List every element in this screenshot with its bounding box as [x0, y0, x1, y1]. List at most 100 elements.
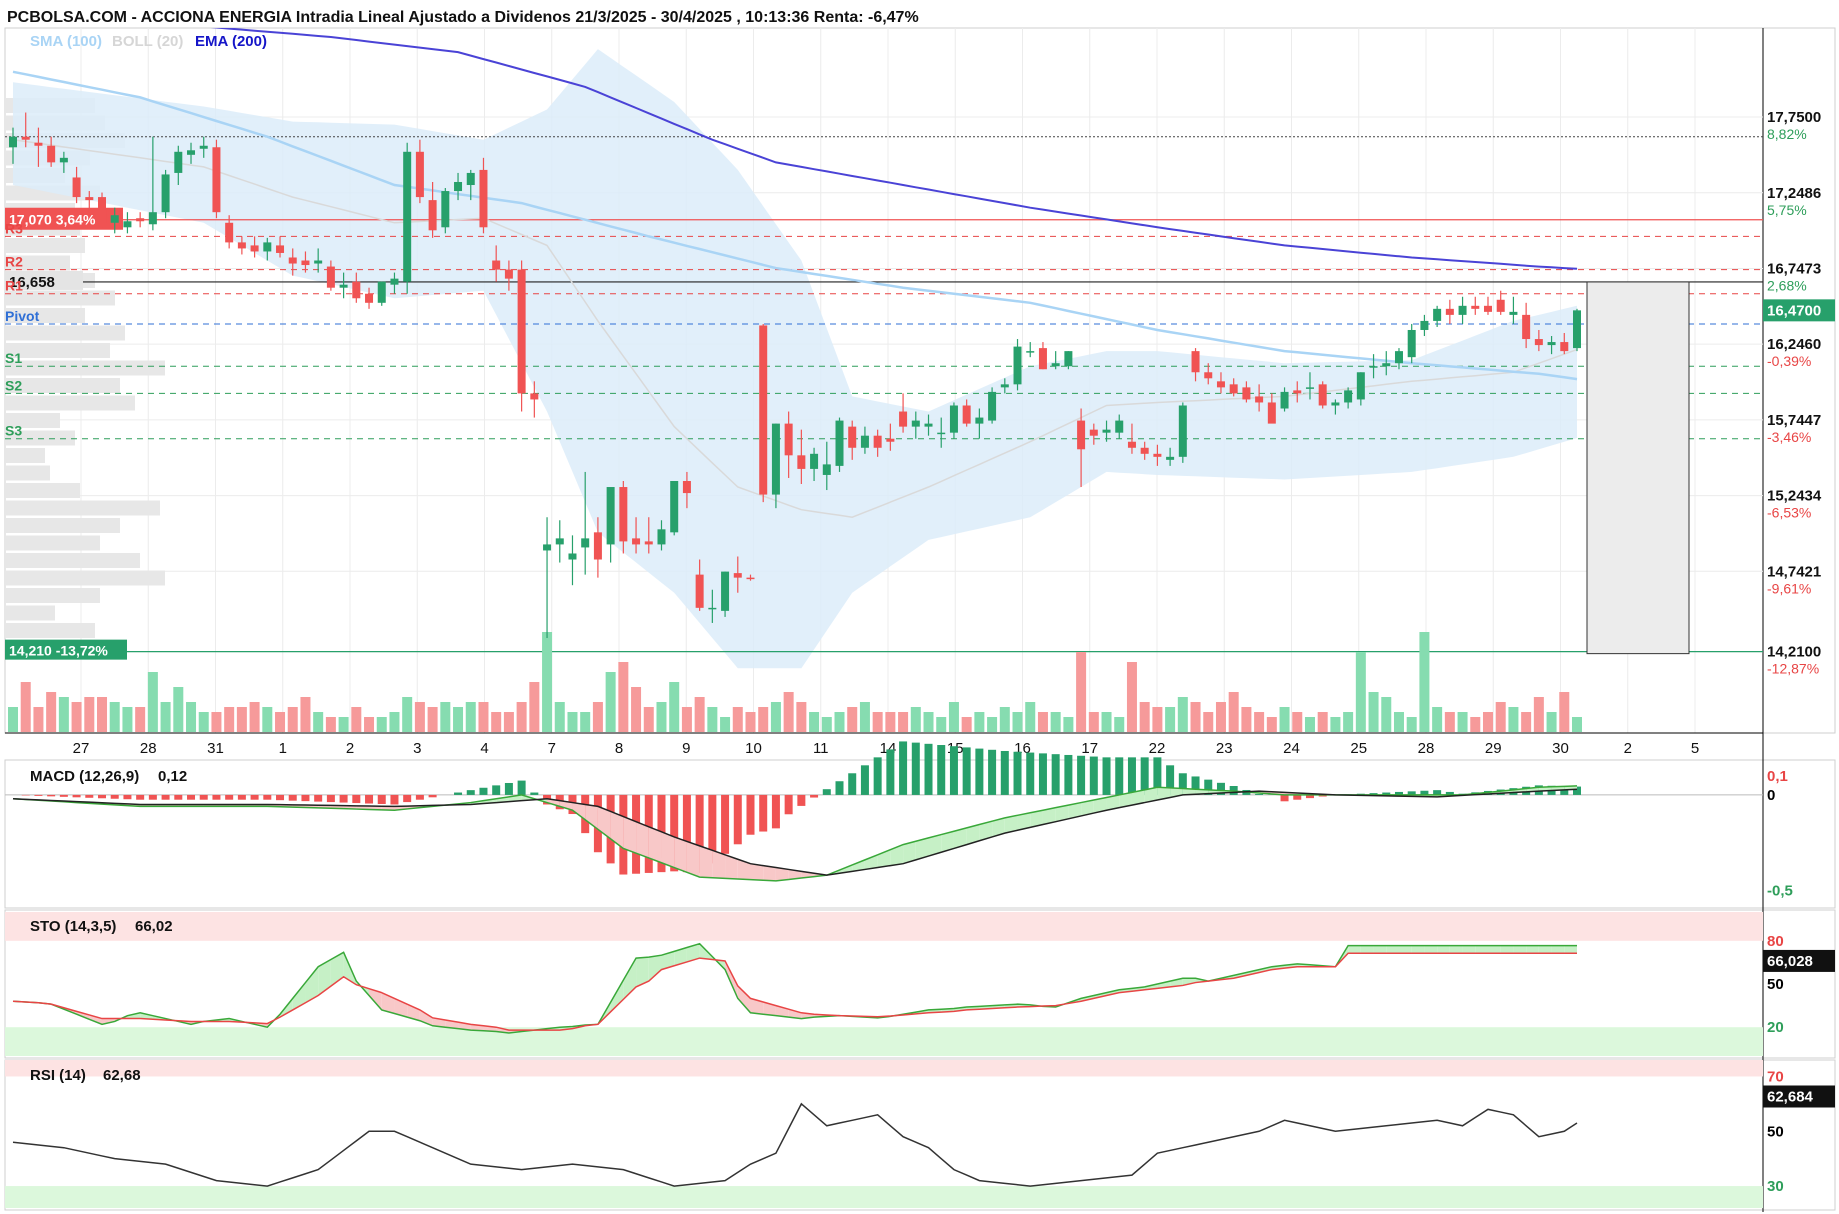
macd-fill	[1093, 797, 1107, 814]
macd-hist-bar	[225, 794, 234, 800]
volume-bar	[1050, 712, 1061, 732]
macd-hist-bar	[504, 782, 513, 795]
macd-hist-bar	[682, 794, 691, 873]
volume-profile-bar	[5, 430, 75, 446]
pivot-levels: 17,070 3,64% 16,658 14,210 -13,72% R3 R2 R1 Pi…	[5, 136, 1835, 660]
y-tick-pct: 8,82%	[1767, 126, 1807, 142]
macd-hist-bar	[1026, 752, 1035, 795]
macd-fill	[1081, 800, 1094, 816]
volume-bar	[160, 702, 171, 732]
volume-bar	[974, 712, 985, 732]
macd-hist-bar	[988, 749, 997, 795]
macd-fill	[763, 865, 776, 881]
volume-bar	[809, 712, 820, 732]
sto-fill	[686, 943, 700, 962]
volume-profile-bar	[5, 378, 120, 393]
candle-body	[784, 423, 793, 456]
y-tick-pct: 5,75%	[1767, 202, 1807, 218]
level-label-s1: S1	[5, 350, 22, 366]
sto-tick: 20	[1767, 1019, 1784, 1036]
macd-hist-bar	[1573, 786, 1581, 795]
macd-hist-bar	[1051, 754, 1060, 795]
volume-bar	[1292, 712, 1303, 732]
candle-body	[174, 151, 183, 173]
macd-hist-bar	[1204, 779, 1213, 795]
candle-body	[517, 269, 526, 394]
volume-bar	[1330, 717, 1341, 732]
sto-fill	[1449, 945, 1463, 954]
sto-fill	[610, 980, 624, 1012]
level-label-r2: R2	[5, 254, 23, 270]
sto-fill	[1411, 945, 1425, 954]
rsi-last-label: 62,684	[1767, 1088, 1814, 1105]
sto-fill	[1462, 945, 1476, 954]
volume-profile-bar	[5, 623, 95, 638]
candle-body	[1509, 311, 1518, 315]
macd-hist-bar	[835, 781, 844, 795]
macd-tick: 0,1	[1767, 768, 1788, 785]
macd-fill	[941, 831, 954, 853]
macd-fill	[928, 834, 942, 857]
x-tick-label: 7	[548, 740, 556, 757]
x-tick-label: 1	[279, 740, 287, 757]
macd-hist-bar	[1369, 793, 1378, 795]
macd-hist-bar	[365, 794, 374, 804]
macd-hist-bar	[1293, 794, 1302, 800]
candle-body	[822, 464, 831, 475]
volume-bar	[1393, 712, 1404, 732]
x-tick-label: 5	[1691, 740, 1699, 757]
volume-bar	[1114, 717, 1125, 732]
candle-body	[1013, 346, 1022, 385]
candle-body	[644, 541, 653, 545]
volume-bar	[656, 702, 667, 732]
volume-bar	[605, 672, 616, 732]
volume-bar	[1266, 717, 1277, 732]
volume-bar	[1177, 697, 1188, 732]
level-label-r3: R3	[5, 220, 23, 236]
volume-bar	[313, 712, 324, 732]
candle-body	[212, 147, 221, 213]
volume-bar	[1241, 707, 1252, 732]
x-tick-label: 23	[1216, 740, 1233, 757]
volume-bar	[414, 702, 425, 732]
volume-bar	[491, 712, 502, 732]
macd-hist-bar	[98, 794, 107, 799]
macd-hist-bar	[250, 794, 259, 800]
y-tick-label: 15,7447	[1767, 412, 1821, 429]
candle-body	[1433, 308, 1442, 321]
candle-body	[1051, 363, 1060, 367]
candle-body	[339, 284, 348, 288]
candle-body	[250, 245, 259, 252]
candle-body	[949, 405, 958, 433]
macd-hist-bar	[695, 794, 704, 873]
x-tick-label: 3	[413, 740, 421, 757]
rsi-label: RSI (14)	[30, 1067, 86, 1084]
x-tick-label: 2	[346, 740, 354, 757]
candle-body	[1344, 390, 1353, 403]
macd-hist-bar	[1077, 755, 1086, 795]
candle-body	[110, 215, 119, 223]
macd-fill	[966, 824, 980, 845]
candle-body	[1000, 384, 1009, 388]
macd-fill	[775, 867, 789, 881]
macd-fill	[1055, 805, 1069, 822]
candle-body	[1471, 305, 1480, 309]
y-tick-pct: 2,68%	[1767, 277, 1807, 293]
macd-hist-bar	[860, 765, 869, 795]
macd-hist-bar	[288, 794, 297, 801]
sto-last-box	[1763, 949, 1835, 972]
rsi-tick: 70	[1767, 1068, 1784, 1085]
volume-bar	[46, 692, 57, 732]
macd-hist-bar	[1305, 794, 1314, 799]
macd-hist-bar	[708, 794, 717, 864]
macd-hist-bar	[314, 794, 323, 802]
volume-bar	[1546, 712, 1557, 732]
volume-bar	[834, 712, 845, 732]
macd-hist-bar	[136, 794, 145, 800]
macd-hist-bar	[390, 794, 399, 805]
volume-bar	[1521, 712, 1532, 732]
volume-bar	[325, 717, 336, 732]
volume-bar	[1343, 712, 1354, 732]
volume-bar	[770, 702, 781, 732]
candle-body	[657, 529, 666, 545]
